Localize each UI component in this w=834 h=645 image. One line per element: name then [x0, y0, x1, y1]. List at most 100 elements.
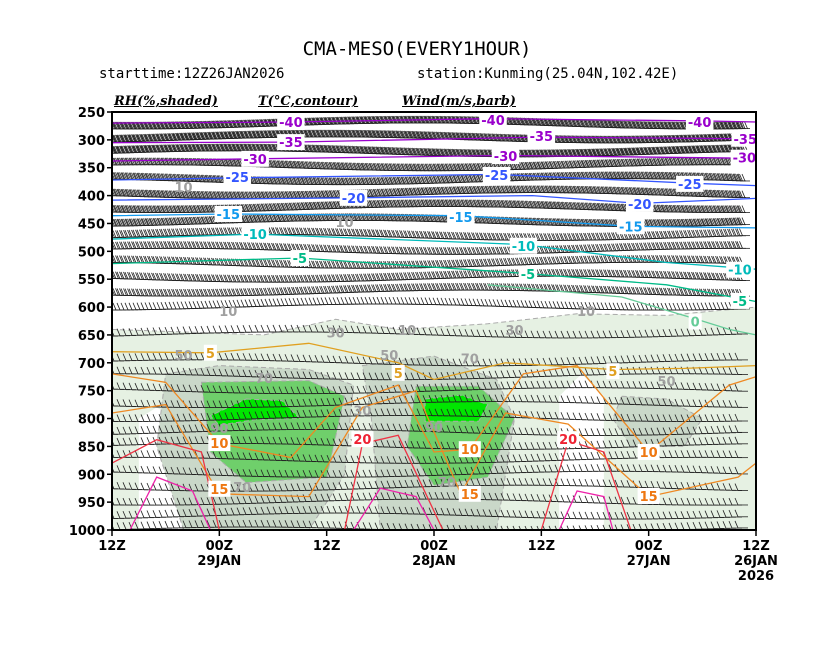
barb-flag	[468, 116, 473, 124]
barb-flag	[611, 120, 615, 128]
barb-flag	[567, 119, 571, 127]
barb-flag	[368, 116, 372, 124]
barb-flag	[105, 189, 108, 196]
barb-flag	[356, 116, 360, 124]
barb-flag	[108, 189, 111, 196]
barb-flag	[248, 119, 252, 128]
barb-flag	[347, 116, 351, 124]
barb-flag	[381, 115, 386, 124]
barb-flag	[460, 116, 465, 124]
barb-flag	[591, 119, 595, 128]
barb-flag	[108, 158, 111, 165]
barb-flag	[367, 116, 371, 124]
barb-flag	[220, 120, 225, 128]
barb-flag	[108, 146, 111, 153]
barb-flag	[108, 172, 111, 179]
barb-flag	[584, 119, 589, 128]
barb-flag	[336, 116, 341, 125]
wind-barb	[232, 119, 246, 128]
barb-flag	[396, 115, 400, 124]
barb-flag	[385, 115, 390, 124]
barb-flag	[228, 120, 233, 128]
barb-flag	[105, 158, 108, 165]
barb-flag	[340, 116, 345, 124]
barb-flag	[465, 116, 470, 124]
wind-barb	[344, 116, 358, 125]
barb-flag	[333, 116, 338, 125]
barb-flag	[221, 120, 226, 128]
barb-flag	[368, 116, 373, 124]
barb-flag	[585, 119, 590, 128]
barb-flag	[331, 116, 335, 125]
barb-flag	[236, 120, 240, 128]
barb-flag	[105, 135, 108, 142]
barb-flag	[475, 116, 479, 124]
barb-flag	[608, 120, 613, 128]
barb-flag	[363, 116, 367, 124]
barb-flag	[384, 115, 388, 124]
barb-flag	[249, 119, 254, 127]
barb-flag	[223, 120, 227, 128]
wind-barb	[456, 116, 470, 124]
barb-flag	[557, 118, 562, 127]
barb-flag	[327, 117, 331, 125]
barb-flag	[108, 135, 111, 142]
barb-flag	[548, 118, 553, 126]
barb-flag	[259, 119, 263, 127]
barb-flag	[555, 118, 559, 127]
barb-flag	[231, 120, 235, 128]
barb-flag	[345, 116, 350, 124]
barb-flag	[356, 116, 361, 124]
barb-flag	[237, 119, 242, 128]
barb-flag	[373, 116, 378, 124]
barb-flag	[579, 119, 583, 127]
barb-flag	[240, 119, 245, 128]
barb-flag	[467, 116, 471, 124]
barb-flag	[583, 119, 587, 128]
barb-flag	[383, 115, 387, 124]
wind-barb	[236, 119, 250, 128]
barb-flag	[332, 116, 337, 125]
wind-barb	[736, 173, 750, 182]
barb-flag	[343, 116, 347, 124]
barb-flag	[597, 120, 602, 128]
barb-flag	[572, 119, 577, 127]
barb-flag	[219, 120, 223, 128]
barb-flag	[349, 116, 354, 124]
barb-flag	[360, 116, 364, 124]
barb-flag	[359, 116, 363, 124]
barb-flag	[233, 120, 238, 128]
barb-flag	[352, 116, 357, 124]
barb-flag	[372, 116, 376, 124]
barb-flag	[216, 120, 221, 128]
barb-flag	[377, 116, 382, 124]
barb-flag	[232, 119, 237, 128]
barb-flag	[599, 120, 603, 128]
barb-flag	[604, 120, 609, 128]
barb-flag	[320, 117, 325, 125]
wind-barb	[244, 119, 258, 128]
barb-flag	[471, 116, 475, 124]
barb-flag	[324, 117, 329, 125]
barb-flag	[351, 116, 355, 124]
barb-flag	[587, 119, 591, 128]
barb-flag	[603, 120, 607, 128]
barb-flag	[352, 116, 356, 124]
barb-flag	[375, 116, 379, 124]
barb-flag	[364, 116, 369, 124]
barb-flag	[256, 119, 261, 127]
barb-flag	[600, 120, 605, 128]
barb-flag	[580, 119, 585, 128]
barb-flag	[400, 115, 405, 124]
barb-flag	[252, 119, 257, 127]
legend-temperature: T(°C,contour)	[258, 94, 359, 109]
barb-flag	[245, 119, 250, 128]
barb-flag	[464, 116, 469, 124]
barb-flag	[609, 120, 614, 128]
barb-flag	[459, 116, 463, 124]
barb-flag	[251, 119, 255, 127]
barb-flag	[399, 115, 403, 124]
barb-flag	[244, 119, 249, 127]
wind-barb	[460, 116, 474, 124]
barb-flag	[380, 116, 384, 124]
